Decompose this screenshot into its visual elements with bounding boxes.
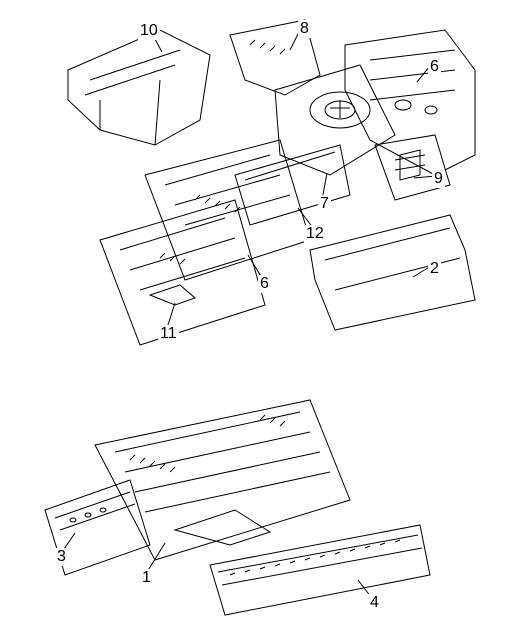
callout-10: 10 xyxy=(138,22,160,40)
callout-2: 2 xyxy=(428,260,441,278)
parts-illustration xyxy=(0,0,507,641)
callout-12: 12 xyxy=(304,225,326,243)
callout-3: 3 xyxy=(55,548,68,566)
callout-9: 9 xyxy=(432,170,445,188)
callout-5: 6 xyxy=(428,58,441,76)
callout-7: 7 xyxy=(318,195,331,213)
callout-6: 6 xyxy=(258,275,271,293)
diagram-container: 10 8 6 9 7 12 2 6 11 3 1 4 xyxy=(0,0,507,641)
callout-4: 4 xyxy=(368,594,381,612)
callout-8: 8 xyxy=(298,20,311,38)
callout-1: 1 xyxy=(140,569,153,587)
callout-11: 11 xyxy=(158,325,179,343)
